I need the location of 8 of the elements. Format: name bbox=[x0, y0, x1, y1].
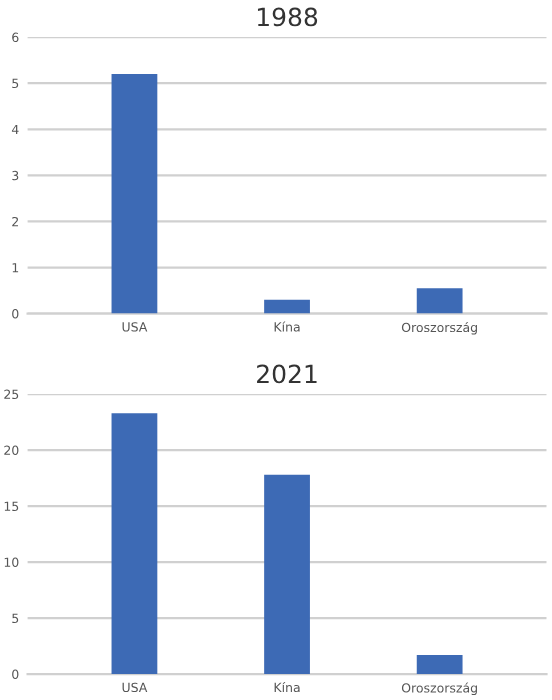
bar bbox=[264, 299, 310, 314]
bar bbox=[111, 73, 158, 314]
chart-title: 2021 bbox=[257, 364, 317, 384]
bar bbox=[416, 655, 463, 675]
bar bbox=[111, 413, 158, 675]
chart-title: 1988 bbox=[257, 7, 318, 27]
bar bbox=[264, 474, 310, 675]
bar bbox=[416, 288, 463, 314]
